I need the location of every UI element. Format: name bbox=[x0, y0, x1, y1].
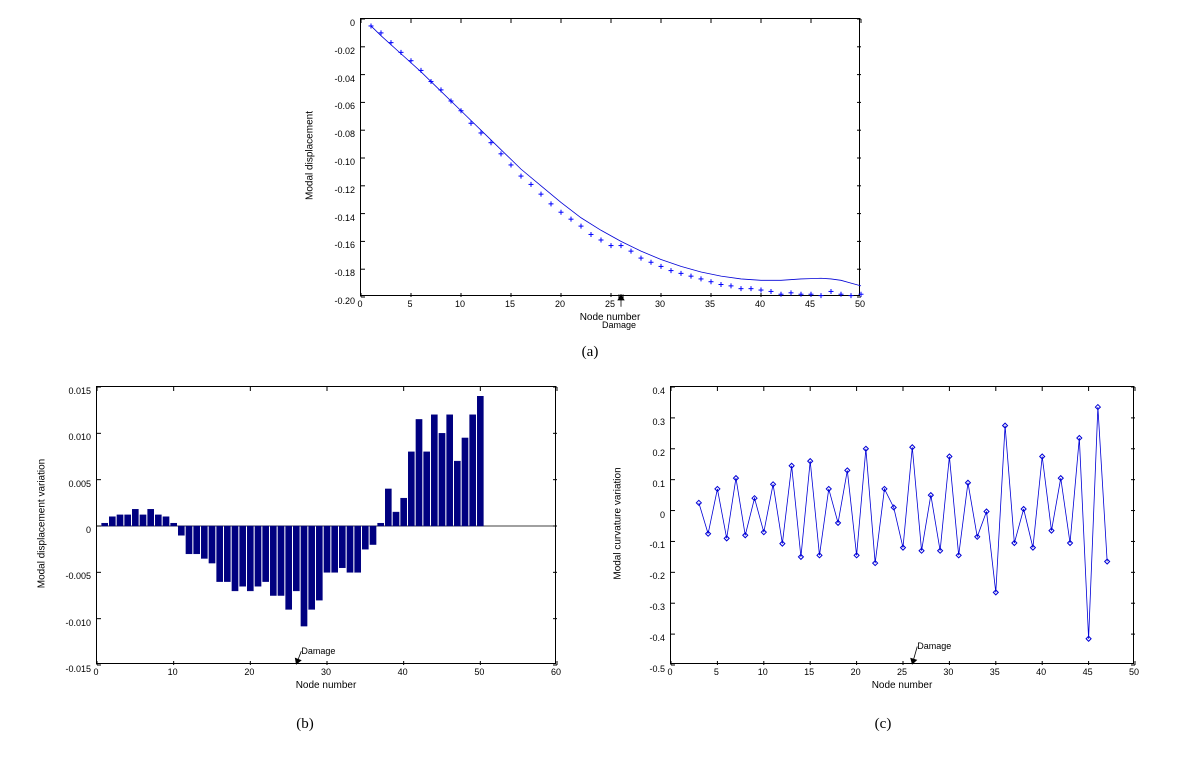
chart-a: 05101520253035404550 -0.20-0.18-0.16-0.1… bbox=[298, 10, 882, 340]
chart-b: 0102030405060 -0.015-0.010-0.00500.0050.… bbox=[34, 378, 576, 712]
x-tick-label: 30 bbox=[943, 667, 953, 677]
chart-b-plot-area bbox=[96, 386, 556, 664]
x-tick-label: 60 bbox=[551, 667, 561, 677]
chart-b-annotation-text: Damage bbox=[301, 646, 335, 656]
x-tick-label: 20 bbox=[851, 667, 861, 677]
x-tick-label: 40 bbox=[1036, 667, 1046, 677]
x-tick-label: 0 bbox=[357, 299, 362, 309]
x-tick-label: 35 bbox=[705, 299, 715, 309]
x-tick-label: 0 bbox=[93, 667, 98, 677]
chart-b-svg bbox=[97, 387, 557, 665]
x-tick-label: 45 bbox=[805, 299, 815, 309]
x-tick-label: 20 bbox=[555, 299, 565, 309]
x-tick-label: 30 bbox=[655, 299, 665, 309]
x-tick-label: 30 bbox=[321, 667, 331, 677]
x-tick-label: 10 bbox=[455, 299, 465, 309]
chart-b-caption: (b) bbox=[34, 716, 576, 733]
x-tick-label: 5 bbox=[714, 667, 719, 677]
x-tick-label: 15 bbox=[804, 667, 814, 677]
chart-a-ylabel: Modal displacement bbox=[305, 56, 316, 256]
x-tick-label: 10 bbox=[758, 667, 768, 677]
chart-c-xlabel: Node number bbox=[670, 680, 1134, 691]
x-tick-label: 45 bbox=[1083, 667, 1093, 677]
x-tick-label: 50 bbox=[1129, 667, 1139, 677]
x-tick-label: 40 bbox=[755, 299, 765, 309]
x-tick-label: 25 bbox=[897, 667, 907, 677]
x-tick-label: 50 bbox=[855, 299, 865, 309]
chart-b-xlabel: Node number bbox=[96, 680, 556, 691]
chart-c-caption: (c) bbox=[612, 716, 1154, 733]
x-tick-label: 35 bbox=[990, 667, 1000, 677]
x-tick-label: 10 bbox=[168, 667, 178, 677]
chart-c-plot-area bbox=[670, 386, 1134, 664]
chart-c-ylabel: Modal curvature variation bbox=[613, 424, 624, 624]
chart-b-ylabel: Modal displacement variation bbox=[37, 424, 48, 624]
chart-c: 05101520253035404550 -0.5-0.4-0.3-0.2-0.… bbox=[612, 378, 1154, 712]
x-tick-label: 50 bbox=[474, 667, 484, 677]
chart-a-annotation-text: Damage bbox=[602, 320, 636, 330]
chart-c-svg bbox=[671, 387, 1135, 665]
x-tick-label: 5 bbox=[407, 299, 412, 309]
chart-c-annotation-text: Damage bbox=[917, 641, 951, 651]
x-tick-label: 40 bbox=[398, 667, 408, 677]
x-tick-label: 15 bbox=[505, 299, 515, 309]
x-tick-label: 0 bbox=[667, 667, 672, 677]
chart-a-svg bbox=[361, 19, 861, 297]
x-tick-label: 25 bbox=[605, 299, 615, 309]
x-tick-label: 20 bbox=[244, 667, 254, 677]
chart-a-caption: (a) bbox=[298, 344, 882, 361]
chart-a-plot-area bbox=[360, 18, 860, 296]
